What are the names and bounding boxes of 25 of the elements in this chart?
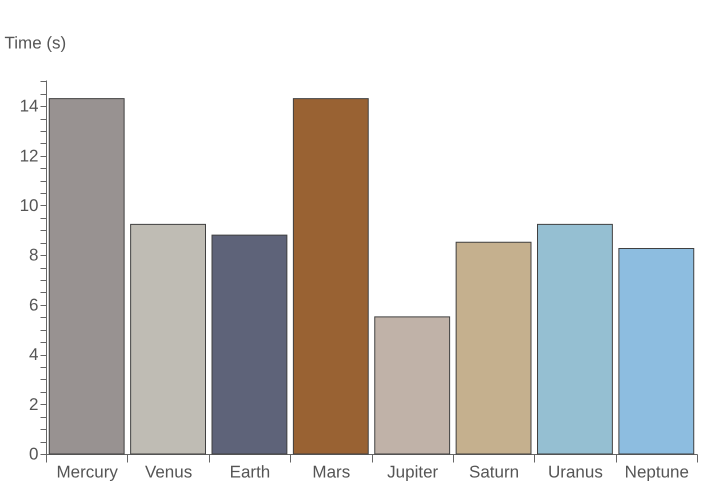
bar bbox=[618, 248, 694, 454]
x-tick-label: Uranus bbox=[548, 462, 603, 482]
y-tick-label: 12 bbox=[20, 146, 38, 166]
bar bbox=[292, 98, 369, 454]
bar bbox=[48, 98, 125, 454]
y-tick-label: 0 bbox=[29, 444, 38, 464]
x-tick-label: Venus bbox=[144, 462, 192, 482]
y-tick-label: 6 bbox=[29, 295, 38, 314]
x-tick-label: Earth bbox=[230, 462, 270, 482]
x-tick-label: Jupiter bbox=[387, 462, 439, 482]
y-tick-label: 8 bbox=[29, 246, 38, 265]
bar bbox=[374, 316, 450, 454]
bar bbox=[456, 242, 532, 454]
y-tick-label: 10 bbox=[20, 196, 38, 215]
bar bbox=[212, 234, 288, 454]
y-tick-label: 2 bbox=[29, 394, 38, 414]
bar bbox=[130, 224, 206, 454]
x-tick-label: Mercury bbox=[56, 462, 118, 482]
y-axis-title: Time (s) bbox=[4, 34, 66, 52]
x-tick-label: Neptune bbox=[624, 462, 689, 482]
y-tick-label: 14 bbox=[20, 96, 38, 116]
bar bbox=[537, 224, 613, 454]
x-tick-label: Saturn bbox=[469, 462, 520, 482]
y-tick-label: 4 bbox=[29, 345, 38, 364]
x-tick-label: Mars bbox=[312, 462, 350, 482]
